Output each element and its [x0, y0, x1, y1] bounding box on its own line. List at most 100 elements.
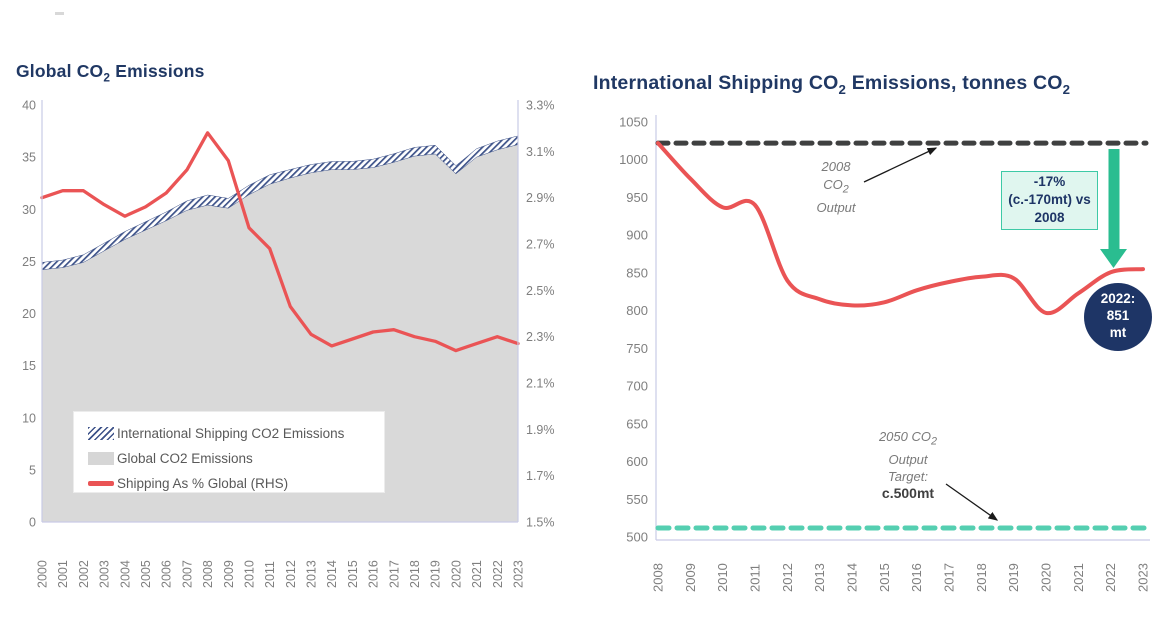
x-axis-tick: 2008 [201, 560, 215, 588]
right-title-mid: Emissions, tonnes CO [846, 72, 1063, 94]
x-axis-tick: 2002 [77, 560, 91, 588]
legend-label-global: Global CO2 Emissions [117, 451, 253, 466]
x-axis-tick: 2009 [683, 563, 698, 592]
right-axis-tick: 2.5% [526, 284, 555, 298]
y-axis-tick: 1000 [619, 152, 648, 167]
right-axis-tick: 2.1% [526, 377, 555, 391]
right-axis-tick: 1.7% [526, 469, 555, 483]
left-title-sub: 2 [103, 70, 111, 85]
legend-item-pct: Shipping As % Global (RHS) [88, 471, 384, 496]
right-chart-title: International Shipping CO2 Emissions, to… [593, 72, 1070, 97]
x-axis-tick: 2009 [222, 560, 236, 588]
x-axis-tick: 2011 [748, 564, 763, 592]
left-axis-tick: 30 [22, 203, 36, 217]
x-axis-tick: 2012 [780, 563, 795, 592]
annotation-2008-line3: Output [816, 199, 856, 215]
x-axis-tick: 2017 [387, 560, 401, 588]
left-axis-tick: 15 [22, 359, 36, 373]
x-axis-tick: 2016 [367, 560, 381, 588]
shipping-mt-line [656, 141, 1145, 316]
right-axis-tick: 2.3% [526, 330, 555, 344]
right-axis-tick: 2.9% [526, 191, 555, 205]
gray-swatch-icon [88, 452, 114, 465]
x-axis-tick: 2022 [491, 560, 505, 588]
hatched-swatch-icon [88, 427, 114, 440]
left-axis-tick: 10 [22, 411, 36, 425]
y-axis-tick: 700 [626, 379, 648, 394]
right-axis-tick: 3.3% [526, 99, 555, 113]
legend-item-global: Global CO2 Emissions [88, 446, 384, 471]
x-axis-tick: 2014 [845, 563, 860, 592]
x-axis-tick: 2020 [1039, 563, 1054, 592]
y-axis-tick: 900 [626, 228, 648, 243]
x-axis-tick: 2018 [408, 560, 422, 588]
left-chart-title: Global CO2 Emissions [16, 61, 205, 85]
target-line2: Output [888, 451, 928, 467]
legend-item-shipping: International Shipping CO2 Emissions [88, 421, 384, 446]
left-axis-tick: 35 [22, 151, 36, 165]
target-line1: 2050 CO2 [878, 429, 938, 448]
y-axis-tick: 550 [626, 492, 648, 507]
x-axis-tick: 2001 [56, 560, 70, 588]
x-axis-tick: 2015 [346, 560, 360, 588]
x-axis-tick: 2023 [1136, 563, 1151, 592]
y-axis-tick: 1050 [619, 115, 648, 130]
x-axis-tick: 2005 [139, 560, 153, 588]
x-axis-tick: 2015 [877, 563, 892, 592]
delta-line2: (c.-170mt) vs [1008, 192, 1091, 207]
y-axis-tick: 650 [626, 416, 648, 431]
x-axis-tick: 2007 [180, 560, 194, 588]
right-axis-tick: 2.7% [526, 238, 555, 252]
stray-mark [55, 12, 64, 15]
x-axis-tick: 2004 [118, 560, 132, 588]
decline-arrow-shaft [1108, 149, 1120, 250]
left-axis-tick: 25 [22, 255, 36, 269]
legend-label-shipping: International Shipping CO2 Emissions [117, 426, 345, 441]
x-axis-tick: 2017 [942, 563, 957, 592]
shipping-pct-line [40, 131, 520, 353]
red-line-swatch-icon [88, 481, 114, 486]
right-title-text: International Shipping CO [593, 72, 839, 94]
chart-legend: International Shipping CO2 Emissions Glo… [73, 411, 385, 493]
left-title-text: Global CO [16, 61, 104, 81]
x-axis-tick: 2021 [1071, 563, 1086, 592]
x-axis-tick: 2020 [449, 560, 463, 588]
x-axis-tick: 2013 [305, 560, 319, 588]
x-axis-tick: 2003 [98, 560, 112, 588]
annotation-2008-line2: CO2 [823, 177, 849, 196]
right-title-sub1: 2 [838, 81, 847, 97]
x-axis-tick: 2006 [160, 560, 174, 588]
y-axis-tick: 850 [626, 265, 648, 280]
annotation-2008-output: 2008 CO2 Output [786, 158, 886, 217]
left-axis-tick: 5 [29, 463, 36, 477]
x-axis-tick: 2023 [512, 560, 526, 588]
legend-label-pct: Shipping As % Global (RHS) [117, 476, 289, 491]
x-axis-tick: 2019 [1006, 563, 1021, 592]
x-axis-tick: 2014 [325, 560, 339, 588]
right-title-sub2: 2 [1062, 81, 1071, 97]
delta-line1: -17% [1033, 174, 1066, 189]
right-axis-tick: 1.5% [526, 516, 555, 530]
arrow-to-2008-line [863, 147, 938, 183]
global-emissions-chart: 40353025201510503.3%3.1%2.9%2.7%2.5%2.3%… [22, 99, 555, 589]
target-line3: Target: [888, 468, 928, 484]
left-title-post: Emissions [110, 61, 205, 81]
decline-arrow-head [1100, 249, 1127, 268]
y-axis-tick: 500 [626, 530, 648, 545]
arrow-to-target-line [945, 483, 999, 521]
x-axis-tick: 2022 [1103, 563, 1118, 592]
y-axis-tick: 800 [626, 303, 648, 318]
delta-line3: 2008 [1034, 210, 1065, 225]
x-axis-tick: 2012 [284, 560, 298, 588]
x-axis-tick: 2010 [715, 563, 730, 592]
target-line4: c.500mt [881, 484, 935, 501]
x-axis-tick: 2008 [651, 563, 666, 592]
badge-line2: 851 [1106, 308, 1130, 323]
badge-line3: mt [1109, 325, 1127, 340]
delta-callout-box: -17% (c.-170mt) vs 2008 [1001, 171, 1098, 230]
left-axis-tick: 40 [22, 99, 36, 113]
y-axis-tick: 600 [626, 454, 648, 469]
badge-2022-value: 2022: 851 mt [1084, 283, 1152, 351]
left-axis-tick: 20 [22, 307, 36, 321]
